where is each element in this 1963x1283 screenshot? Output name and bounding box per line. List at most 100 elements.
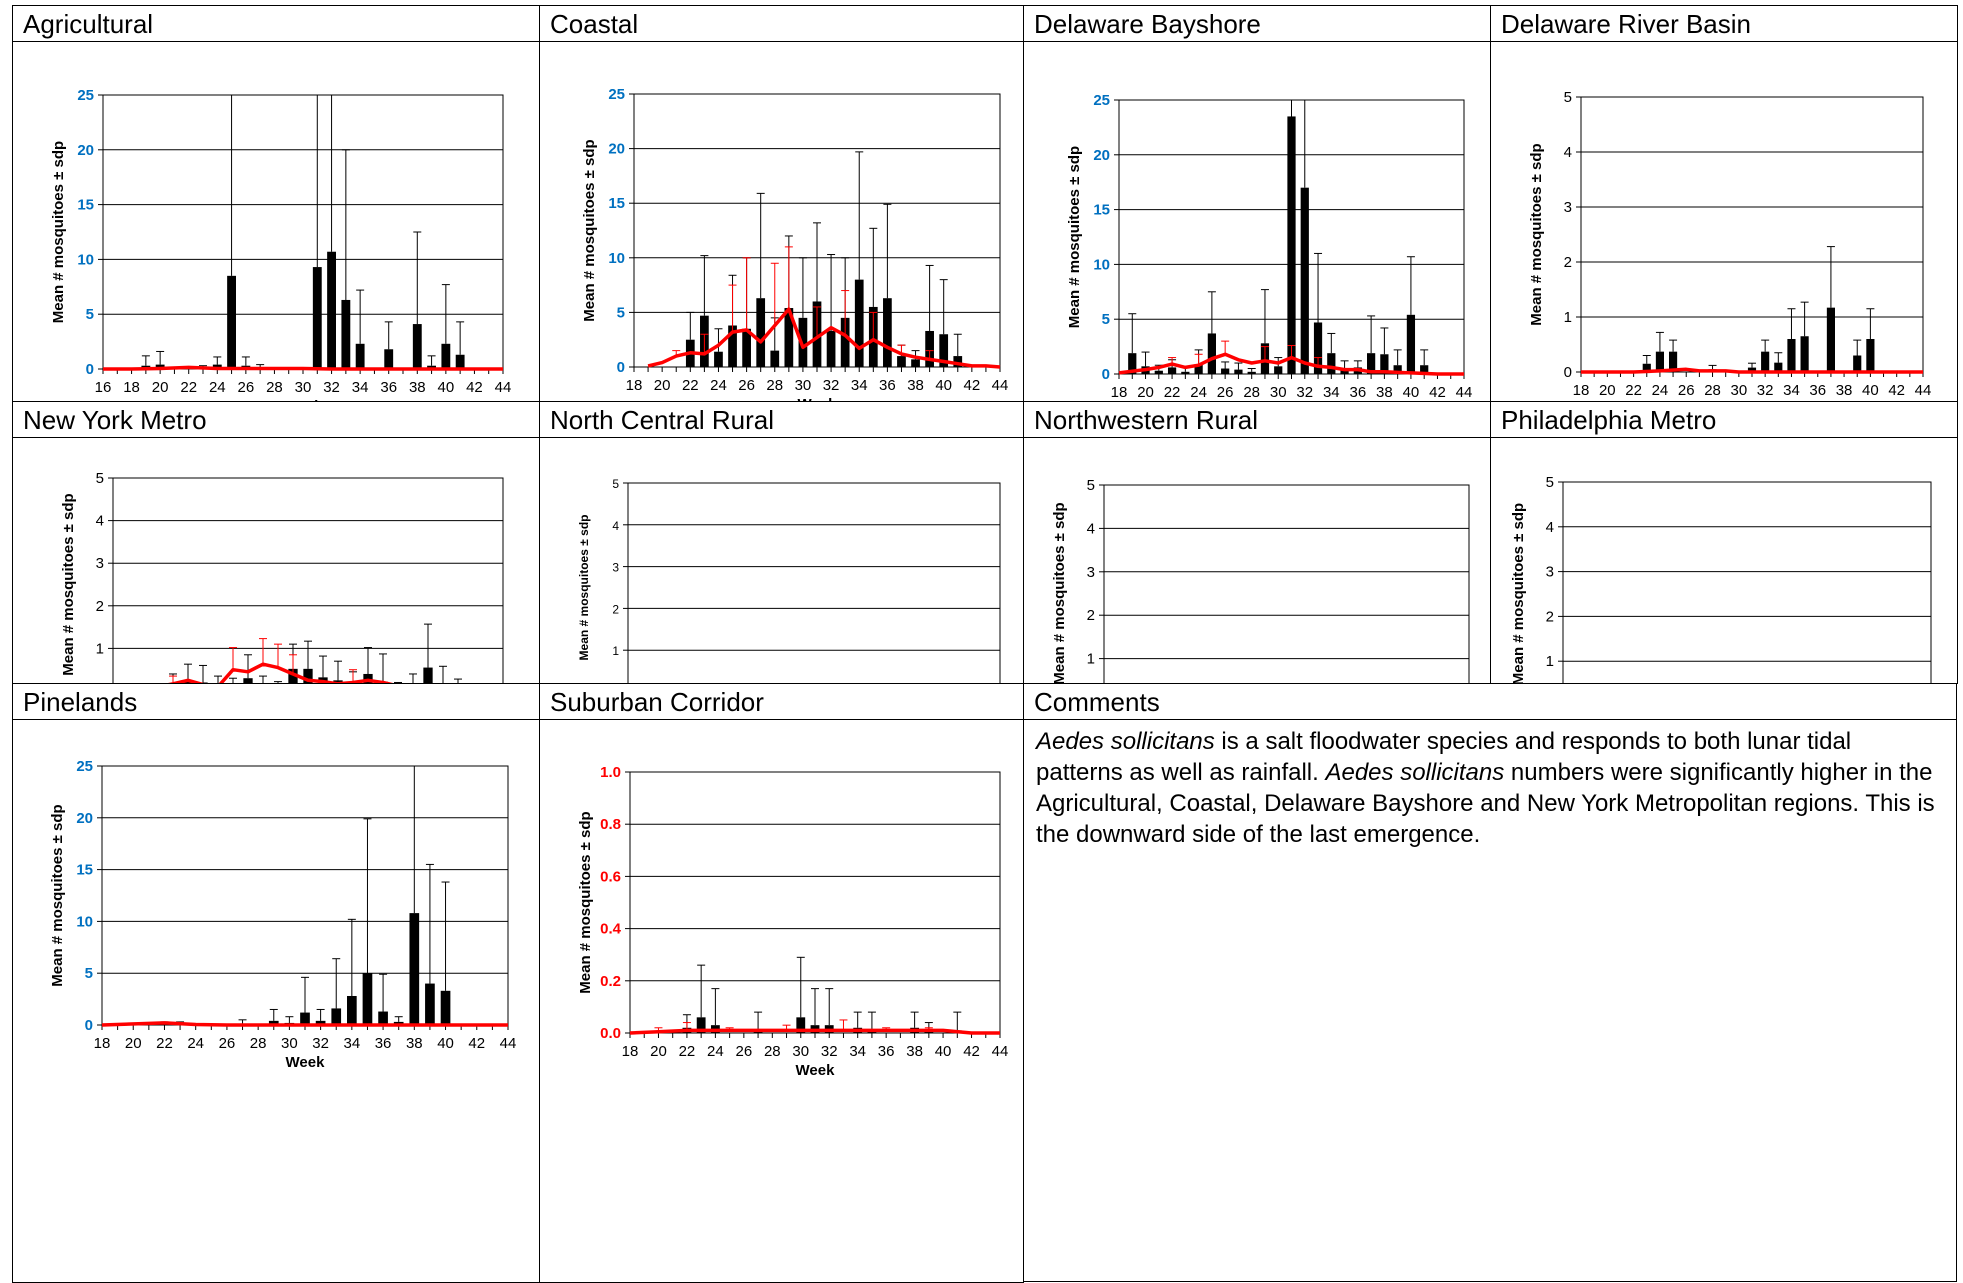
y-tick-label: 5 (612, 477, 619, 491)
y-tick-label: 5 (1087, 477, 1095, 494)
x-tick-label: 40 (935, 377, 952, 394)
x-tick-label: 32 (823, 377, 840, 394)
bar (714, 351, 723, 367)
comments-part-2: numbers were significantly higher in the… (1036, 759, 1935, 848)
y-axis-label: Mean # mosquitoes ± sdp (1510, 503, 1527, 684)
bar (925, 330, 934, 367)
plot-frame (112, 477, 504, 683)
cell-header-divider (1024, 41, 1490, 42)
x-tick-label: 38 (406, 1035, 423, 1052)
x-tick-label: 26 (738, 377, 755, 394)
x-tick-label: 32 (821, 1043, 838, 1060)
y-tick-label: 0 (86, 361, 94, 378)
x-tick-label: 20 (125, 1035, 142, 1052)
x-tick-label: 22 (180, 379, 197, 396)
cell-suburban-corridor: Suburban Corridor 0.0 0.2 0.4 0.6 0.8 1.0 18 20 2… (539, 683, 1024, 1283)
x-tick-label: 28 (250, 1035, 267, 1052)
y-tick-label: 20 (1093, 147, 1110, 164)
y-tick-label: 5 (96, 470, 104, 487)
y-tick-label: 10 (76, 913, 93, 930)
species-name: Aedes sollicitans (1036, 728, 1215, 755)
x-tick-label: 40 (1403, 384, 1420, 401)
x-tick-label: 30 (295, 379, 312, 396)
x-tick-label: 44 (992, 377, 1009, 394)
bar (1642, 363, 1651, 372)
chart-title: Coastal (550, 9, 639, 39)
x-tick-label: 22 (156, 1035, 173, 1052)
y-tick-label: 15 (77, 197, 94, 214)
y-tick-label: 5 (1564, 89, 1572, 106)
cell-new-york-metro: New York Metro01234518202224262830323436… (12, 401, 540, 684)
bar (1327, 353, 1336, 374)
y-tick-label: 20 (76, 810, 93, 827)
chart-title: New York Metro (23, 405, 207, 435)
bar (455, 354, 465, 369)
y-tick-label: 10 (77, 251, 94, 268)
cell-northwestern-rural: Northwestern Rural0123451921232527293133… (1023, 401, 1491, 684)
bar (363, 673, 373, 683)
x-tick-label: 36 (879, 377, 896, 394)
bar (1774, 362, 1783, 372)
series-line (1118, 352, 1464, 376)
x-tick-label: 44 (500, 1035, 517, 1052)
x-tick-label: 24 (710, 377, 727, 394)
cell-header-divider (1024, 719, 1956, 720)
comments-part-1: is a salt floodwater species and respond… (1036, 728, 1852, 786)
y-tick-label: 5 (1102, 311, 1110, 328)
y-axis-label: Mean # mosquitoes ± sdp (581, 139, 598, 321)
y-tick-label: 25 (1093, 92, 1110, 109)
x-tick-label: 42 (1888, 382, 1905, 399)
bar (1747, 367, 1757, 372)
chart-svg: 01234519212325272931333537394143WeekMean… (1510, 474, 1932, 684)
bar (939, 334, 949, 367)
y-tick-label: 3 (96, 555, 104, 572)
y-tick-label: 3 (612, 561, 619, 575)
x-tick-label: 36 (375, 1035, 392, 1052)
x-tick-label: 26 (1217, 384, 1234, 401)
x-tick-label: 44 (1915, 382, 1932, 399)
y-tick-label: 25 (77, 87, 94, 104)
y-axis-label: Mean # mosquitoes ± sdp (577, 811, 594, 993)
y-tick-label: 15 (608, 195, 625, 212)
bar (1207, 333, 1216, 374)
bar (1181, 371, 1190, 374)
bar (1128, 353, 1137, 374)
x-tick-label: 28 (766, 377, 783, 394)
x-tick-label: 26 (219, 1035, 236, 1052)
bar (227, 275, 236, 369)
x-tick-label: 30 (281, 1035, 298, 1052)
x-tick-label: 36 (1350, 384, 1367, 401)
chart-svg: 0123451820222426283032343638404244WeekMe… (60, 470, 504, 683)
y-tick-label: 1.0 (600, 764, 621, 781)
x-tick-label: 24 (1190, 384, 1207, 401)
bar (288, 668, 298, 683)
y-tick-label: 1 (96, 640, 104, 657)
x-tick-label: 34 (344, 1035, 361, 1052)
cell-delaware-bayshore: Delaware Bayshore 0 5 10 15 20 25 18 20 22 24 26 28 3… (1023, 5, 1491, 402)
x-tick-label: 36 (380, 379, 397, 396)
series-line (167, 662, 394, 683)
x-tick-label: 40 (1862, 382, 1879, 399)
chart-svg: 05101520251820222426283032343638404244We… (581, 86, 1009, 401)
bar (1221, 368, 1230, 374)
x-tick-label: 44 (992, 1043, 1009, 1060)
y-axis-label: Mean # mosquitoes ± sdp (577, 515, 591, 661)
bar (728, 325, 737, 367)
y-tick-label: 20 (608, 141, 625, 158)
x-tick-label: 22 (1164, 384, 1181, 401)
bar (441, 343, 451, 369)
bar (268, 1020, 279, 1025)
x-tick-label: 34 (849, 1043, 866, 1060)
y-tick-label: 4 (612, 519, 619, 533)
x-tick-label: 34 (1783, 382, 1800, 399)
x-tick-label: 28 (1243, 384, 1260, 401)
y-tick-label: 5 (617, 304, 625, 321)
bar (1247, 371, 1256, 374)
y-tick-label: 3 (1546, 564, 1554, 581)
bar (756, 298, 766, 367)
chart-svg: 05101520251820222426283032343638404244We… (1066, 92, 1472, 401)
y-axis-label: Mean # mosquitoes ± sdp (49, 804, 66, 986)
x-tick-label: 38 (906, 1043, 923, 1060)
bar (897, 356, 906, 367)
